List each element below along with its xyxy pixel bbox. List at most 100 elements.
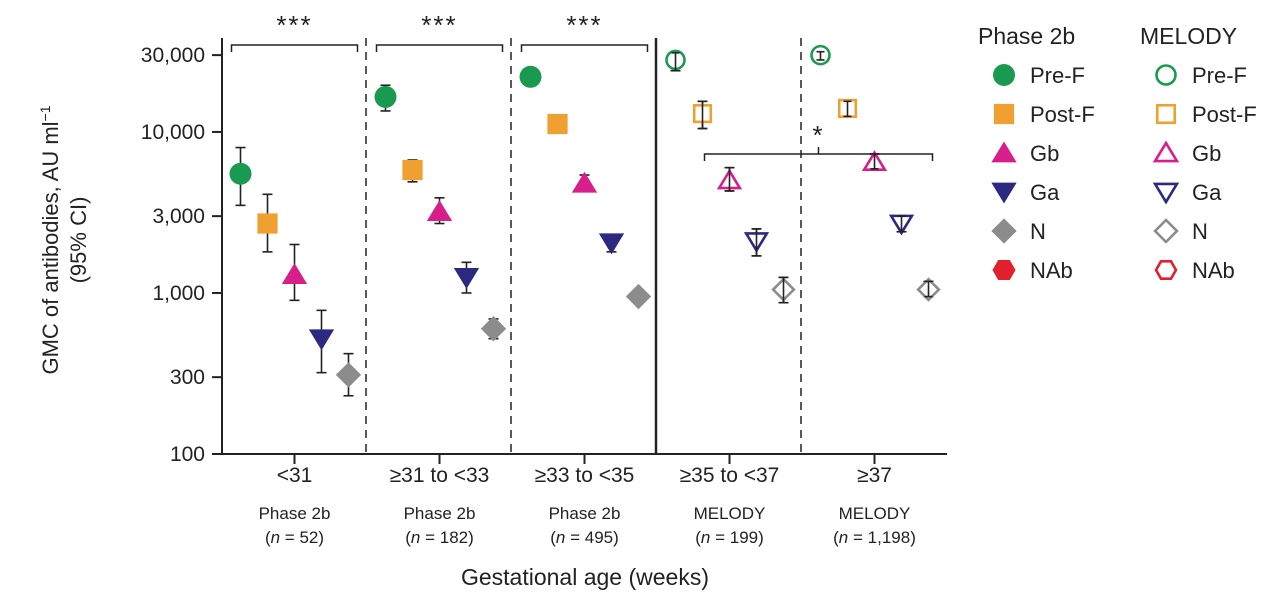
point-ga-group-1 bbox=[308, 309, 335, 374]
data-points bbox=[229, 44, 941, 397]
x-group-n: (n = 1,198) bbox=[833, 528, 916, 547]
point-n-group-1 bbox=[335, 352, 362, 397]
legend-entry-ga: Ga bbox=[1152, 180, 1222, 205]
legend-marker-ga bbox=[991, 182, 1017, 204]
x-group-n-value: = 199 bbox=[710, 528, 758, 547]
legend-label: Ga bbox=[1192, 180, 1222, 205]
legend-title-melody: MELODY bbox=[1140, 23, 1237, 49]
legend-entry-gb: Gb bbox=[1152, 140, 1221, 166]
point-gb-group-1 bbox=[281, 243, 308, 302]
x-group-n: (n = 199) bbox=[695, 528, 764, 547]
legend-marker-nab bbox=[1154, 260, 1178, 280]
point-n-group-4 bbox=[771, 276, 796, 304]
point-n-group-5 bbox=[916, 277, 941, 302]
y-axis-label-ci: (95% CI) bbox=[66, 197, 91, 284]
x-group-n: (n = 182) bbox=[405, 528, 474, 547]
legend-label: Ga bbox=[1030, 180, 1060, 205]
point-pre-f-group-3 bbox=[519, 65, 542, 88]
legend-label: Post-F bbox=[1192, 102, 1257, 127]
x-group-n-open: ( bbox=[550, 528, 556, 547]
marker-n bbox=[625, 283, 652, 310]
x-group-study: Phase 2b bbox=[404, 504, 476, 523]
y-tick-label: 100 bbox=[170, 443, 205, 466]
y-ticks: 100 300 1,000 3,000 10,000 30,000 bbox=[141, 44, 222, 466]
legend-label: N bbox=[1030, 219, 1046, 244]
bracket-line bbox=[375, 44, 504, 52]
legend-entry-nab: NAb bbox=[1154, 258, 1235, 283]
marker-gb bbox=[426, 200, 453, 221]
x-group-n-close: ) bbox=[318, 528, 324, 547]
x-group-n-value: = 52 bbox=[280, 528, 318, 547]
point-n-group-2 bbox=[480, 316, 507, 342]
legend-marker-pre-f bbox=[993, 64, 1015, 86]
legend-entry-pre-f: Pre-F bbox=[1155, 63, 1247, 88]
legend-marker-gb bbox=[991, 141, 1017, 163]
marker-post-f bbox=[257, 213, 278, 234]
x-group-n-value: = 1,198 bbox=[848, 528, 910, 547]
legend-marker-post-f bbox=[1155, 103, 1177, 125]
significance-label: *** bbox=[566, 10, 602, 40]
bracket-line bbox=[703, 153, 934, 161]
x-group-n-open: ( bbox=[265, 528, 271, 547]
significance-bracket: * bbox=[703, 120, 934, 161]
bracket-line bbox=[520, 44, 649, 52]
x-group-study: Phase 2b bbox=[259, 504, 331, 523]
marker-n bbox=[480, 316, 507, 342]
significance-brackets: *** *** **** bbox=[230, 10, 934, 161]
x-group-label: ≥31 to <33 bbox=[390, 464, 490, 487]
legend-entry-n: N bbox=[991, 218, 1046, 244]
legend-marker-ga bbox=[1152, 182, 1180, 205]
legend-marker-n bbox=[991, 218, 1017, 244]
point-ga-group-3 bbox=[598, 233, 625, 255]
legend-entry-gb: Gb bbox=[991, 141, 1059, 166]
x-group-study: MELODY bbox=[839, 504, 911, 523]
legend-label: NAb bbox=[1030, 258, 1073, 283]
legend-entry-pre-f: Pre-F bbox=[993, 63, 1085, 88]
legend-label: N bbox=[1192, 219, 1208, 244]
y-axis-label: GMC of antibodies, AU ml−1 bbox=[37, 105, 63, 374]
point-pre-f-group-4 bbox=[665, 49, 686, 72]
legend-title-phase-2b: Phase 2b bbox=[978, 23, 1075, 49]
legend-entry-n: N bbox=[1153, 218, 1208, 244]
legend-marker-pre-f bbox=[1155, 64, 1177, 86]
marker-pre-f bbox=[229, 162, 252, 185]
point-gb-group-2 bbox=[426, 196, 453, 225]
x-group-n: (n = 495) bbox=[550, 528, 619, 547]
marker-gb bbox=[281, 263, 308, 284]
point-post-f-group-1 bbox=[257, 193, 278, 253]
x-group-n-open: ( bbox=[833, 528, 839, 547]
marker-ga bbox=[308, 329, 335, 351]
legend-marker-nab bbox=[992, 259, 1016, 281]
legend-marker-post-f bbox=[993, 103, 1015, 125]
legend-label: NAb bbox=[1192, 258, 1235, 283]
legend-label: Post-F bbox=[1030, 102, 1095, 127]
x-group-n-value: = 495 bbox=[565, 528, 613, 547]
marker-ga bbox=[453, 268, 480, 289]
significance-label: *** bbox=[276, 10, 312, 40]
x-group-n-symbol: n bbox=[271, 528, 280, 547]
point-ga-group-5 bbox=[888, 214, 915, 236]
significance-label: * bbox=[812, 120, 824, 150]
y-tick-label: 10,000 bbox=[141, 121, 205, 144]
x-group-n-symbol: n bbox=[411, 528, 420, 547]
x-group-label: ≥37 bbox=[857, 464, 892, 487]
x-group-label: ≥33 to <35 bbox=[535, 464, 635, 487]
legend-label: Gb bbox=[1192, 141, 1221, 166]
x-group-n-open: ( bbox=[695, 528, 701, 547]
marker-pre-f bbox=[374, 85, 397, 108]
x-group-n-symbol: n bbox=[556, 528, 565, 547]
y-tick-label: 30,000 bbox=[141, 44, 205, 67]
significance-bracket: *** bbox=[230, 10, 359, 52]
legend-entry-ga: Ga bbox=[991, 180, 1060, 205]
x-group-n-close: ) bbox=[910, 528, 916, 547]
point-post-f-group-2 bbox=[402, 159, 423, 183]
significance-bracket: *** bbox=[520, 10, 649, 52]
x-group-n: (n = 52) bbox=[265, 528, 324, 547]
x-group-n-close: ) bbox=[613, 528, 619, 547]
legend-entry-nab: NAb bbox=[992, 258, 1073, 283]
legend: Phase 2b Pre-F Post-F Gb Ga N NAb MELODY Pre-F Po… bbox=[978, 23, 1257, 283]
x-group-n-symbol: n bbox=[701, 528, 710, 547]
y-tick-label: 3,000 bbox=[152, 205, 205, 228]
